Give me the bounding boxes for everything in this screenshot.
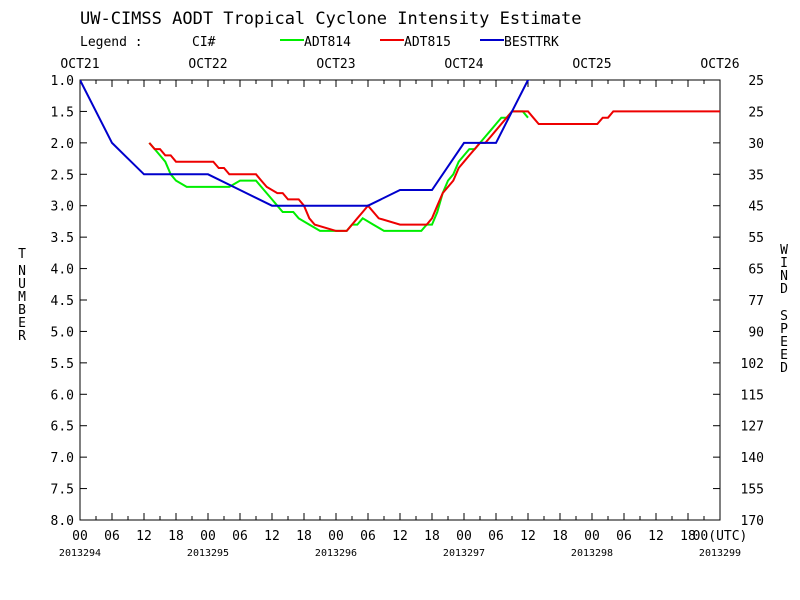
wind-tick-label: 90 xyxy=(748,325,764,340)
x-hour-label: 06 xyxy=(360,529,376,544)
y-axis-title-right-char: N xyxy=(780,269,788,284)
y-axis-title-right-char: S xyxy=(780,309,788,324)
y-tick-label: 3.0 xyxy=(51,200,74,215)
wind-tick-label: 25 xyxy=(748,105,764,120)
wind-tick-label: 102 xyxy=(741,357,764,372)
x-day-label: 2013296 xyxy=(315,548,357,559)
y-tick-label: 1.0 xyxy=(51,74,74,89)
series-line-adt815 xyxy=(148,110,720,232)
x-hour-label: 00 xyxy=(456,529,472,544)
legend-entry-adt814: ADT814 xyxy=(304,35,351,50)
x-day-label: 2013294 xyxy=(59,548,101,559)
y-tick-label: 3.5 xyxy=(51,231,74,246)
y-axis-title-right-char: P xyxy=(780,322,788,337)
x-top-date-label: OCT26 xyxy=(700,57,739,72)
x-hour-label: 12 xyxy=(520,529,536,544)
y-tick-label: 5.0 xyxy=(51,325,74,340)
y-axis-title-left-char: N xyxy=(18,264,26,279)
x-top-date-label: OCT21 xyxy=(60,57,99,72)
y-tick-label: 7.0 xyxy=(51,451,74,466)
x-hour-label: 18 xyxy=(680,529,696,544)
x-top-date-label: OCT24 xyxy=(444,57,483,72)
y-axis-title-left-char: R xyxy=(18,329,26,344)
y-axis-title-right-char: W xyxy=(780,243,788,258)
y-tick-label: 4.5 xyxy=(51,294,74,309)
legend-prefix: CI# xyxy=(192,35,216,50)
wind-tick-label: 127 xyxy=(741,420,764,435)
x-hour-label: 12 xyxy=(136,529,152,544)
y-tick-label: 8.0 xyxy=(51,514,74,529)
y-axis-title-left-char: E xyxy=(18,316,26,331)
y-axis-title-right-char: E xyxy=(780,348,788,363)
wind-tick-label: 65 xyxy=(748,263,764,278)
legend-label: Legend : xyxy=(80,35,143,50)
wind-tick-label: 30 xyxy=(748,137,764,152)
y-axis-title-right-char: D xyxy=(780,282,788,297)
wind-tick-label: 55 xyxy=(748,231,764,246)
y-tick-label: 5.5 xyxy=(51,357,74,372)
x-hour-label: 00(UTC) xyxy=(693,529,748,544)
y-axis-title-left-char: T xyxy=(18,247,26,262)
x-hour-label: 18 xyxy=(424,529,440,544)
x-hour-label: 18 xyxy=(168,529,184,544)
y-tick-label: 6.5 xyxy=(51,420,74,435)
x-hour-label: 00 xyxy=(200,529,216,544)
series-group xyxy=(80,80,720,232)
x-hour-label: 12 xyxy=(648,529,664,544)
y-axis-title-left-char: U xyxy=(18,277,26,292)
y-axis-title-right-char: I xyxy=(780,256,788,271)
wind-tick-label: 115 xyxy=(741,388,764,403)
wind-tick-label: 155 xyxy=(741,483,764,498)
x-day-label: 2013297 xyxy=(443,548,485,559)
x-hour-label: 06 xyxy=(232,529,248,544)
y-axis-title-right-char: E xyxy=(780,335,788,350)
y-tick-label: 2.5 xyxy=(51,168,74,183)
legend-entry-adt815: ADT815 xyxy=(404,35,451,50)
x-day-label: 2013298 xyxy=(571,548,613,559)
plot-frame xyxy=(79,79,721,521)
y-tick-label: 7.5 xyxy=(51,483,74,498)
axes-group: 1.0 25 1.5 25 2.0 30 2.5 35 3.0 45 3.5 55 4.0 65 4.5 77… xyxy=(18,57,788,559)
x-hour-label: 00 xyxy=(328,529,344,544)
y-tick-label: 4.0 xyxy=(51,263,74,278)
wind-tick-label: 77 xyxy=(748,294,764,309)
wind-tick-label: 25 xyxy=(748,74,764,89)
x-day-label: 2013295 xyxy=(187,548,229,559)
y-tick-label: 1.5 xyxy=(51,105,74,120)
x-hour-label: 00 xyxy=(72,529,88,544)
wind-tick-label: 170 xyxy=(741,514,764,529)
x-top-date-label: OCT23 xyxy=(316,57,355,72)
series-line-adt814 xyxy=(148,110,529,232)
y-axis-title-left-char: B xyxy=(18,303,26,318)
y-tick-label: 2.0 xyxy=(51,137,74,152)
x-top-date-label: OCT22 xyxy=(188,57,227,72)
y-tick-label: 6.0 xyxy=(51,388,74,403)
series-line-besttrk xyxy=(80,80,531,207)
x-hour-label: 12 xyxy=(264,529,280,544)
x-day-label: 2013299 xyxy=(699,548,741,559)
y-axis-title-right-char: D xyxy=(780,361,788,376)
x-hour-label: 00 xyxy=(584,529,600,544)
chart-title: UW-CIMSS AODT Tropical Cyclone Intensity… xyxy=(80,9,582,29)
y-axis-title-left-char: M xyxy=(18,290,26,305)
legend-entry-besttrk: BESTTRK xyxy=(504,35,559,50)
x-hour-label: 18 xyxy=(552,529,568,544)
wind-tick-label: 45 xyxy=(748,200,764,215)
x-hour-label: 18 xyxy=(296,529,312,544)
wind-tick-label: 140 xyxy=(741,451,764,466)
x-hour-label: 06 xyxy=(616,529,632,544)
x-hour-label: 06 xyxy=(104,529,120,544)
x-hour-label: 06 xyxy=(488,529,504,544)
x-top-date-label: OCT25 xyxy=(572,57,611,72)
wind-tick-label: 35 xyxy=(748,168,764,183)
x-hour-label: 12 xyxy=(392,529,408,544)
